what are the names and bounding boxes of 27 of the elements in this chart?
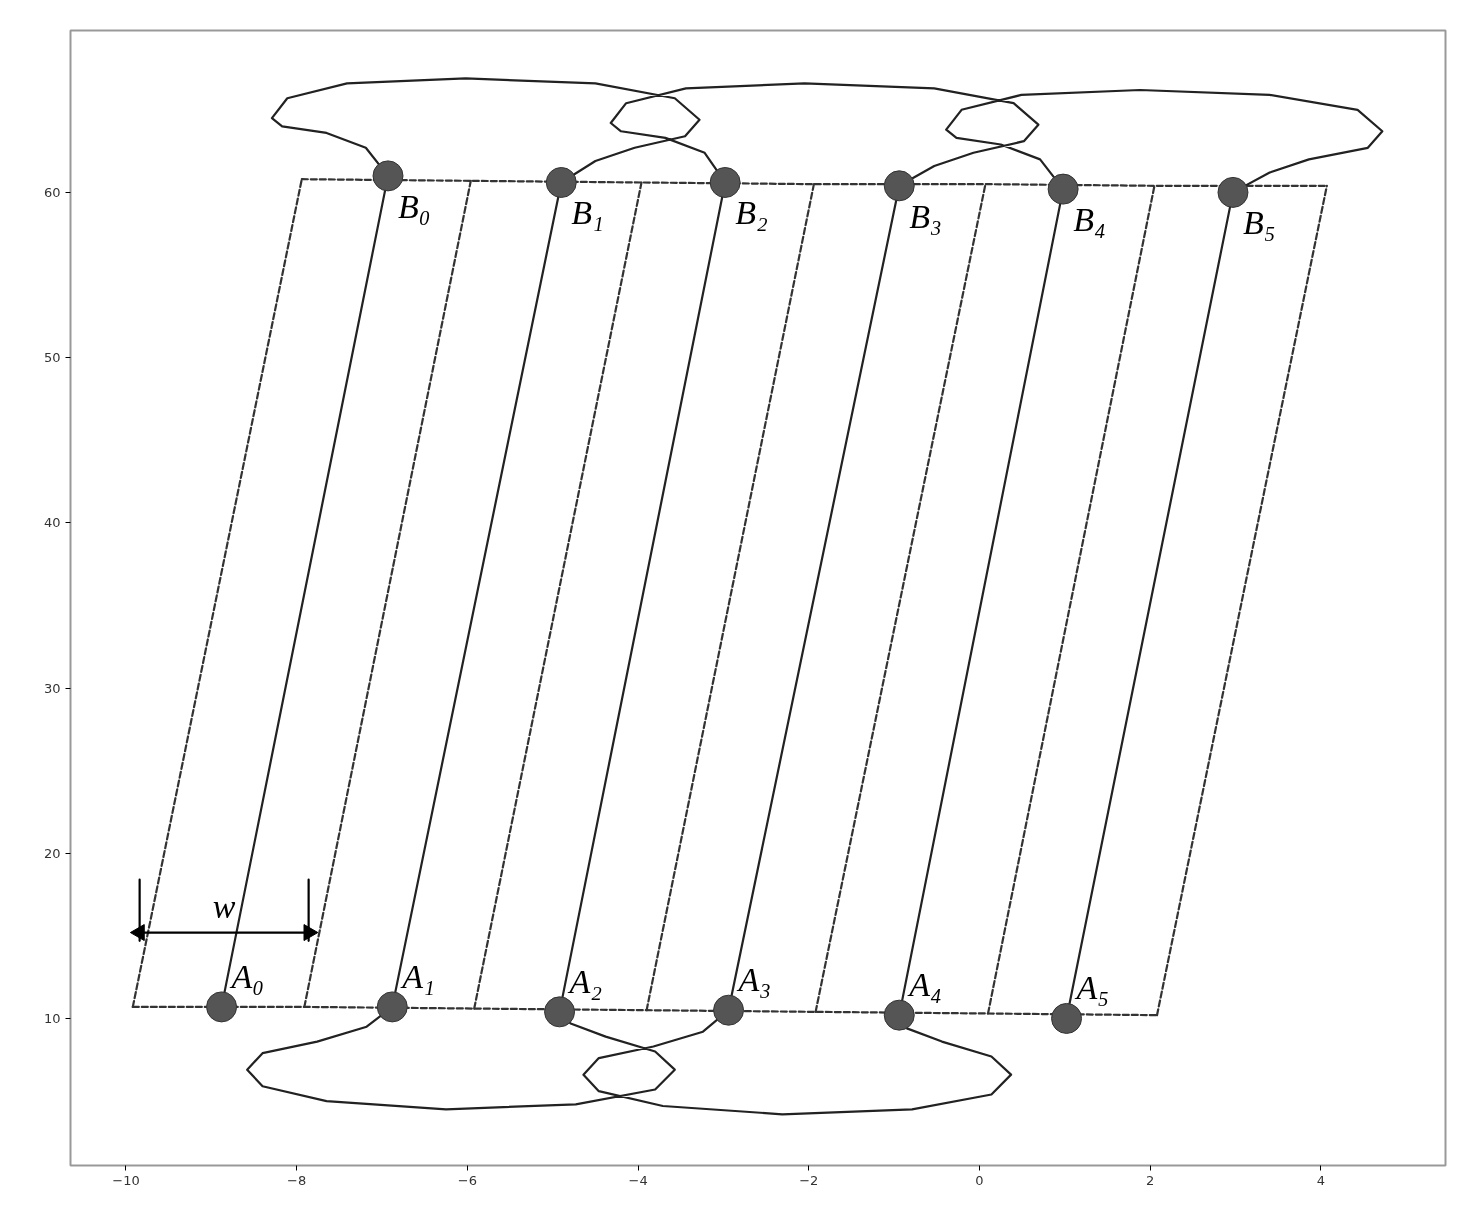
annotation: B₀ (398, 187, 431, 225)
y-tick-label: 50 (43, 350, 61, 366)
y-tick-label: 10 (43, 1010, 61, 1026)
annotation: B₄ (1073, 201, 1106, 239)
annotation: A₄ (907, 966, 942, 1004)
annotation: B₅ (1242, 204, 1276, 242)
x-tick-label: −8 (287, 1172, 307, 1188)
y-tick-label: 40 (43, 515, 61, 531)
x-tick-label: 0 (975, 1172, 984, 1188)
x-tick-label: −10 (112, 1172, 140, 1188)
y-tick-label: 30 (43, 680, 61, 696)
x-tick-label: −2 (799, 1172, 819, 1188)
series-label: w (212, 887, 236, 925)
annotation: B₁ (571, 194, 604, 232)
annotation: A₂ (567, 962, 603, 1000)
annotation: A₁ (400, 957, 435, 995)
annotation: A₃ (736, 961, 772, 999)
annotation: B₃ (909, 197, 942, 235)
x-tick-label: −4 (628, 1172, 648, 1188)
x-tick-label: −6 (457, 1172, 477, 1188)
y-tick-label: 60 (43, 184, 61, 200)
annotation: A₅ (1074, 969, 1110, 1007)
annotation: A₀ (229, 957, 265, 995)
x-tick-label: 2 (1146, 1172, 1155, 1188)
x-tick-label: 4 (1316, 1172, 1326, 1188)
y-tick-label: 20 (43, 845, 61, 861)
annotation: B₂ (735, 194, 768, 232)
